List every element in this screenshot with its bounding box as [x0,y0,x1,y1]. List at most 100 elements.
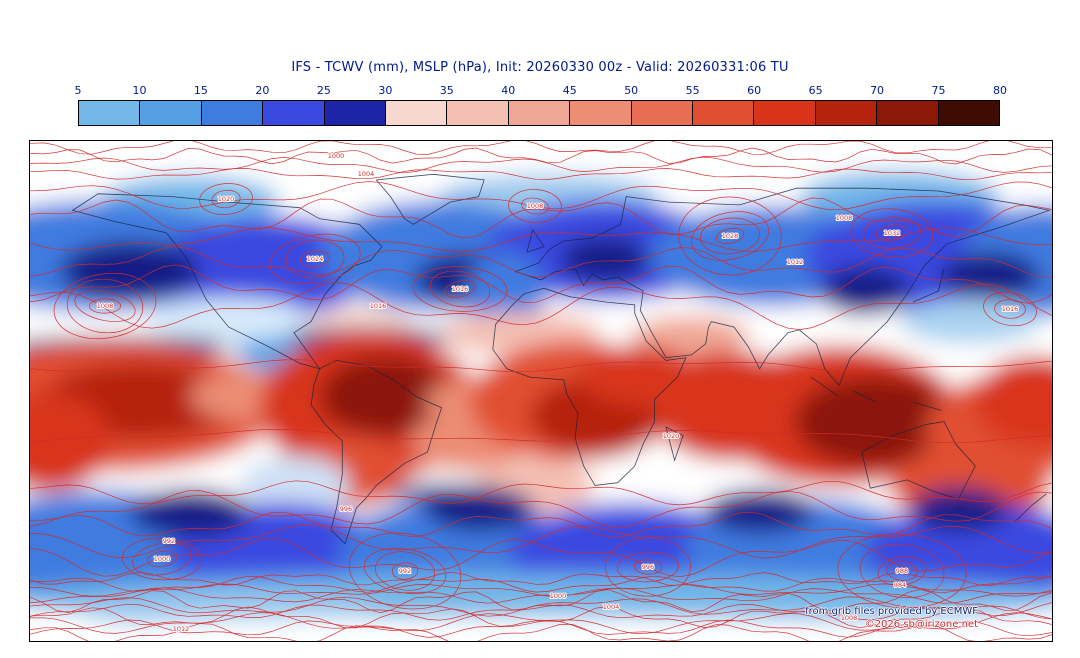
colorbar-segment [876,101,938,125]
tcwv-blob [60,241,200,301]
pressure-center-ring [285,239,345,279]
coastline [853,390,877,403]
colorbar-segment [814,101,877,125]
isobar-label: 1020 [663,432,680,440]
pressure-center-label: 1016 [452,285,469,293]
isobar [30,359,1052,373]
colorbar-ticks: 5 10 15 20 25 30 35 40 45 50 55 60 65 70 75 80 [75,84,1008,98]
isobar [30,181,1052,211]
colorbar-segment [323,101,386,125]
isobar [30,147,1052,165]
credit-copyright: ©2026 sb@irizone.net [864,619,978,630]
tcwv-blob [425,487,535,531]
coastline [310,359,443,545]
colorbar-tick-label: 45 [562,84,577,97]
pressure-center-ring [53,272,157,340]
isobar [30,606,1052,629]
pressure-center-ring [837,533,967,609]
pressure-center-ring [300,250,330,268]
pressure-center-ring [412,266,508,312]
colorbar-tick-label: 20 [255,84,270,97]
pressure-center-label: 1008 [527,202,544,210]
colorbar-tick-label: 30 [378,84,393,97]
pressure-center-ring [88,298,122,314]
colorbar-tick-label: 80 [993,84,1007,97]
isobar [30,490,1052,528]
pressure-center-ring [850,208,934,258]
isobar [30,612,1052,635]
tcwv-blob [975,356,1052,446]
tcwv-blob [320,356,450,436]
colorbar-tick-label: 60 [747,84,762,97]
isobar-label: 984 [894,581,906,589]
colorbar-segment [692,101,754,125]
tcwv-blob [30,391,110,491]
pressure-center-ring [678,196,782,276]
pressure-center-ring [605,537,691,597]
isobar [30,619,1052,638]
pressure-center-ring [199,183,253,215]
isobar [30,282,1052,330]
tcwv-blob [560,237,650,281]
colorbar-bar [78,100,1000,126]
isobar [30,429,1052,444]
isobar [30,227,1052,252]
pressure-center-label: 1024 [307,255,324,263]
coastline [912,401,942,411]
pressure-center-ring [863,217,921,249]
tcwv-blob [900,299,1040,343]
pressure-center-ring [886,561,918,581]
pressure-center-ring [391,562,419,580]
isobar [30,587,1052,604]
pressure-center-ring [617,551,679,583]
coastline [1014,493,1047,522]
colorbar-tick-label: 70 [870,84,885,97]
isobar-label: 1012 [787,258,804,266]
colorbar-tick-label: 35 [439,84,454,97]
pressure-center-label: 1008 [97,302,114,310]
colorbar-tick-label: 55 [685,84,700,97]
mslp-labels: 1000 1004 1008 1012 1016 1020 996 992 984 1000 100… [96,151,1020,634]
isobar-label: 992 [163,537,175,545]
isobar-label: 996 [340,505,352,513]
isobar-label: 1000 [550,592,567,600]
tcwv-blob [910,487,1010,531]
tcwv-blob [240,456,350,516]
colorbar-tick-label: 25 [316,84,331,97]
tcwv-blob [820,267,910,315]
colorbar-segment [507,101,570,125]
pressure-center-ring [508,189,562,223]
pressure-center-ring [132,542,192,576]
pressure-center-ring [375,551,435,591]
isobar-label: 1008 [841,614,858,622]
colorbar-segment [937,101,1000,125]
pressure-center-ring [875,225,909,241]
pressure-center-label: 996 [642,563,654,571]
tcwv-blob [150,297,310,341]
chart-title: IFS - TCWV (mm), MSLP (hPa), Init: 20260… [291,60,789,75]
isobar-label: 1008 [836,214,853,222]
isobar [30,246,1052,278]
pressure-center-label: 992 [399,567,411,575]
colorbar-segment [79,101,140,125]
colorbar-segment [385,101,447,125]
pressure-center-label: 1032 [884,229,901,237]
coastline [71,193,383,370]
colorbar-segment [569,101,631,125]
pressure-center-ring [363,548,447,594]
isobar [30,264,1052,304]
isobar-label: 1004 [358,170,375,178]
colorbar-segment [200,101,263,125]
pressure-center-ring [633,559,663,575]
colorbar-tick-label: 65 [808,84,823,97]
colorbar: 5 10 15 20 25 30 35 40 45 50 55 60 65 70 75 80 [75,84,1008,126]
coastline [912,268,945,303]
weather-map-svg: 1000 1004 1008 1012 1016 1020 996 992 984 1000 100… [30,141,1052,641]
pressure-center-ring [147,550,177,568]
pressure-center-ring [859,543,945,599]
colorbar-segment [139,101,201,125]
pressure-center-ring [877,556,927,586]
colorbar-tick-label: 75 [931,84,946,97]
colorbar-tick-label: 50 [624,84,639,97]
isobar-label: 1000 [328,152,345,160]
